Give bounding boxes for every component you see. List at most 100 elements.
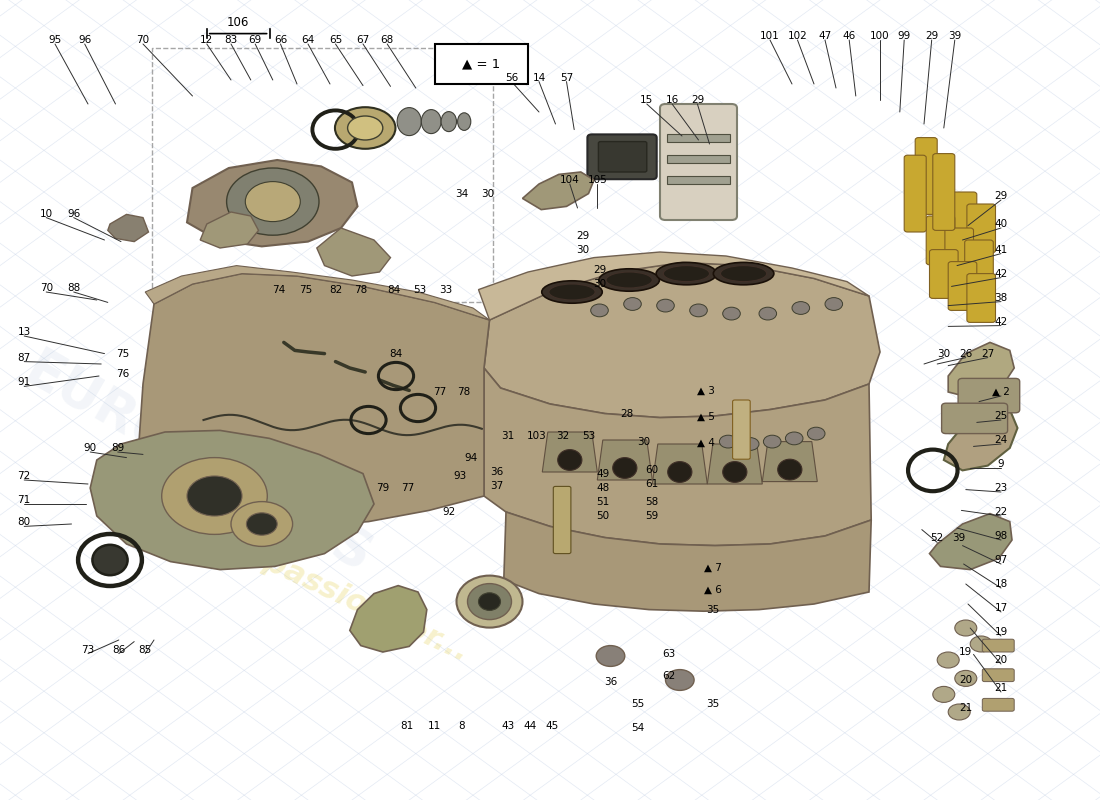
FancyBboxPatch shape	[967, 204, 996, 253]
Polygon shape	[948, 342, 1014, 398]
FancyBboxPatch shape	[948, 192, 977, 241]
Text: 18: 18	[994, 579, 1008, 589]
Text: 38: 38	[994, 293, 1008, 302]
FancyBboxPatch shape	[965, 240, 993, 289]
Ellipse shape	[656, 262, 717, 285]
Text: 26: 26	[959, 349, 972, 358]
Text: 20: 20	[994, 655, 1008, 665]
Circle shape	[792, 302, 810, 314]
Ellipse shape	[723, 462, 747, 482]
Text: 81: 81	[400, 721, 414, 730]
Circle shape	[246, 513, 277, 535]
Text: 53: 53	[414, 286, 427, 295]
Text: 59: 59	[646, 511, 659, 521]
Text: 46: 46	[843, 31, 856, 41]
Circle shape	[955, 670, 977, 686]
Ellipse shape	[421, 110, 441, 134]
FancyBboxPatch shape	[553, 486, 571, 554]
Text: 19: 19	[994, 627, 1008, 637]
Text: 75: 75	[299, 286, 312, 295]
Text: 65: 65	[329, 35, 342, 45]
Text: 84: 84	[389, 349, 403, 358]
Ellipse shape	[778, 459, 802, 480]
Polygon shape	[200, 212, 258, 248]
Text: 76: 76	[117, 369, 130, 378]
Circle shape	[591, 304, 608, 317]
Polygon shape	[542, 432, 597, 472]
Text: 93: 93	[453, 471, 466, 481]
Text: ▲ 4: ▲ 4	[697, 438, 715, 447]
Text: 36: 36	[491, 467, 504, 477]
Text: 105: 105	[587, 175, 607, 185]
Ellipse shape	[441, 111, 456, 131]
Text: 69: 69	[249, 35, 262, 45]
Circle shape	[785, 432, 803, 445]
Text: 29: 29	[576, 231, 590, 241]
Text: 88: 88	[67, 283, 80, 293]
Text: 67: 67	[356, 35, 370, 45]
Text: 42: 42	[994, 317, 1008, 326]
Circle shape	[187, 476, 242, 516]
Text: 13: 13	[18, 327, 31, 337]
Text: 49: 49	[596, 469, 609, 478]
Text: 99: 99	[898, 31, 911, 41]
Text: 73: 73	[81, 645, 95, 654]
Ellipse shape	[541, 281, 603, 303]
Text: 24: 24	[994, 435, 1008, 445]
Text: 55: 55	[631, 699, 645, 709]
Text: 103: 103	[527, 431, 547, 441]
Text: 79: 79	[376, 483, 389, 493]
Text: 29: 29	[593, 266, 606, 275]
Text: 84: 84	[387, 286, 400, 295]
FancyBboxPatch shape	[434, 44, 528, 84]
Text: 60: 60	[646, 465, 659, 474]
Ellipse shape	[397, 108, 421, 135]
Ellipse shape	[458, 113, 471, 130]
Polygon shape	[522, 172, 594, 210]
Text: 17: 17	[994, 603, 1008, 613]
Text: ▲ 6: ▲ 6	[704, 585, 722, 594]
Text: 86: 86	[112, 645, 125, 654]
Text: ▲ 7: ▲ 7	[704, 563, 722, 573]
Text: 89: 89	[111, 443, 124, 453]
Text: 96: 96	[67, 209, 80, 218]
Ellipse shape	[92, 545, 128, 575]
Text: 85: 85	[139, 645, 152, 654]
Text: 78: 78	[354, 286, 367, 295]
FancyBboxPatch shape	[660, 104, 737, 220]
Circle shape	[970, 636, 992, 652]
Polygon shape	[108, 214, 148, 242]
Ellipse shape	[549, 284, 595, 300]
Text: 98: 98	[994, 531, 1008, 541]
Text: 50: 50	[596, 511, 609, 521]
Circle shape	[596, 646, 625, 666]
FancyBboxPatch shape	[930, 250, 958, 298]
FancyBboxPatch shape	[942, 403, 1008, 434]
Ellipse shape	[606, 272, 652, 288]
Text: 39: 39	[953, 534, 966, 543]
Ellipse shape	[336, 107, 396, 149]
Text: 48: 48	[596, 483, 609, 493]
Text: 9: 9	[998, 459, 1004, 469]
Circle shape	[690, 304, 707, 317]
Ellipse shape	[720, 266, 767, 282]
Text: 22: 22	[994, 507, 1008, 517]
Circle shape	[933, 686, 955, 702]
Polygon shape	[478, 252, 869, 320]
Text: 58: 58	[646, 497, 659, 506]
FancyBboxPatch shape	[904, 155, 926, 232]
Text: 28: 28	[620, 410, 634, 419]
Text: 75: 75	[117, 349, 130, 358]
Text: ▲ 5: ▲ 5	[697, 412, 715, 422]
Text: 96: 96	[78, 35, 91, 45]
Circle shape	[948, 704, 970, 720]
Text: 80: 80	[18, 518, 31, 527]
Text: 45: 45	[546, 721, 559, 730]
Text: 56: 56	[505, 73, 518, 82]
FancyBboxPatch shape	[945, 228, 974, 277]
Ellipse shape	[348, 116, 383, 140]
Text: 10: 10	[40, 209, 53, 218]
Text: 25: 25	[994, 411, 1008, 421]
Circle shape	[231, 502, 293, 546]
Text: 78: 78	[458, 387, 471, 397]
